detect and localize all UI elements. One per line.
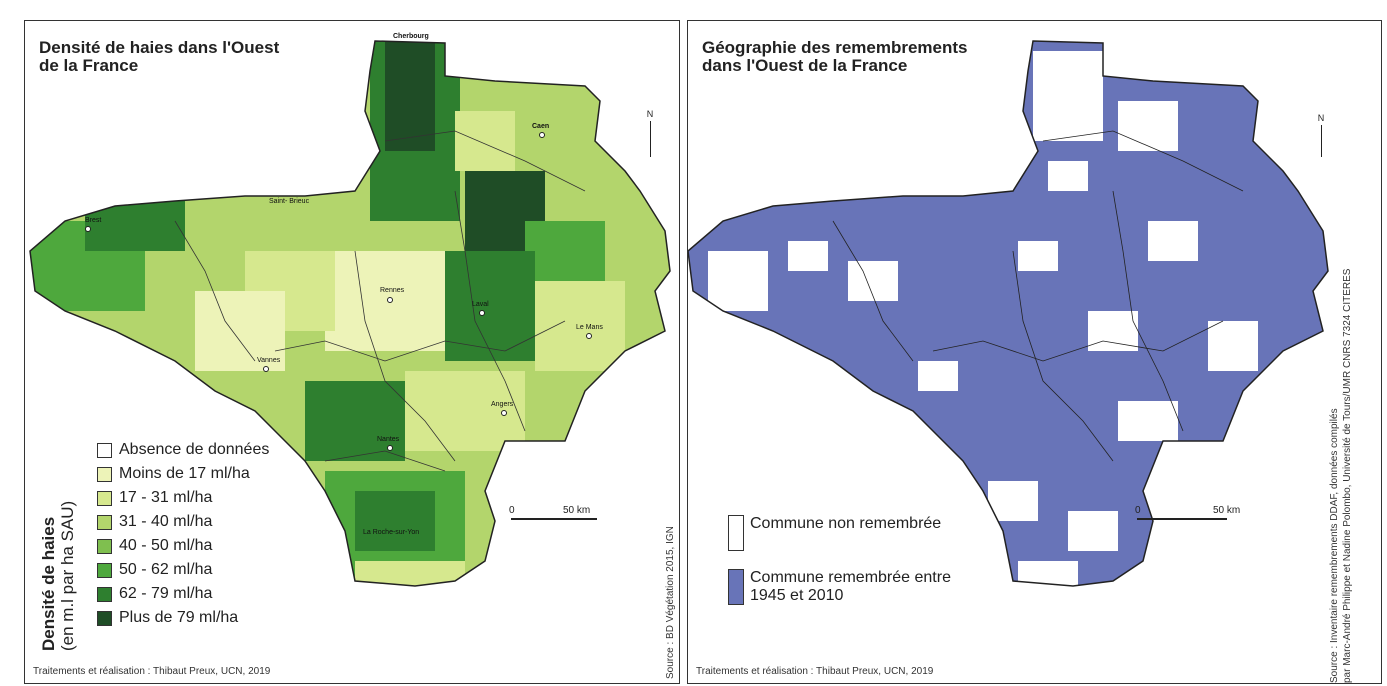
legend-item-50-62: 50 - 62 ml/ha <box>97 560 212 580</box>
source-right-line1: Source : Inventaire remembrements DDAF, … <box>1329 408 1340 683</box>
legend-label: Plus de 79 ml/ha <box>119 609 239 626</box>
legend-item-consolidated: Commune remembrée entre 1945 et 2010 <box>728 569 970 605</box>
legend-item-gt79: Plus de 79 ml/ha <box>97 608 238 628</box>
right-title-line1: Géographie des remembrements <box>702 38 968 57</box>
city-marker-brest <box>85 226 91 232</box>
scale-start-left: 0 <box>509 505 515 516</box>
right-map-title: Géographie des remembrements dans l'Oues… <box>702 39 967 75</box>
legend-label: 17 - 31 ml/ha <box>119 489 213 506</box>
legend-item-no-data: Absence de données <box>97 440 269 460</box>
legend-swatch <box>728 515 744 551</box>
city-label-laval: Laval <box>472 301 489 308</box>
city-label-brest: Brest <box>85 217 102 224</box>
legend-item-62-79: 62 - 79 ml/ha <box>97 584 212 604</box>
right-title-line2: dans l'Ouest de la France <box>702 56 908 75</box>
land-consolidation-map <box>688 40 1329 587</box>
legend-swatch <box>97 562 112 578</box>
city-marker-caen <box>539 132 545 138</box>
city-label-rennes: Rennes <box>380 287 405 294</box>
scale-bar-right <box>1137 518 1227 520</box>
legend-swatch <box>97 442 112 458</box>
legend-item-lt17: Moins de 17 ml/ha <box>97 464 250 484</box>
legend-title: Densité de haies <box>39 516 58 651</box>
city-label-la-roche-sur-yon: La Roche-sur-Yon <box>363 529 420 536</box>
north-arrow-line-left <box>650 121 651 157</box>
hedge-density-map-panel: Densité de haies dans l'Ouest de la Fran… <box>24 20 680 684</box>
legend-item-17-31: 17 - 31 ml/ha <box>97 488 212 508</box>
north-arrow-line-right <box>1321 125 1322 157</box>
legend-label: Commune non remembrée <box>750 515 942 532</box>
legend-swatch <box>97 610 112 626</box>
legend-label: 62 - 79 ml/ha <box>119 585 213 602</box>
credit-right: Traitements et réalisation : Thibaut Pre… <box>696 666 934 677</box>
city-marker-nantes <box>387 445 393 451</box>
city-marker-vannes <box>263 366 269 372</box>
city-label-caen: Caen <box>532 123 550 130</box>
source-right-line2: par Marc-André Philippe et Nadine Polomb… <box>1342 268 1353 683</box>
left-title-line1: Densité de haies dans l'Ouest <box>39 38 280 57</box>
city-label-angers: Angers <box>491 401 514 408</box>
city-marker-angers <box>501 410 507 416</box>
city-label-vannes: Vannes <box>257 357 281 364</box>
legend-label: 40 - 50 ml/ha <box>119 537 213 554</box>
left-title-line2: de la France <box>39 56 139 75</box>
legend-swatch <box>97 490 112 506</box>
legend-label: Absence de données <box>119 441 270 458</box>
legend-label: Moins de 17 ml/ha <box>119 465 250 482</box>
scale-start-right: 0 <box>1135 505 1141 516</box>
scale-end-left: 50 km <box>563 505 591 516</box>
source-left: Source : BD Végétation 2015, IGN <box>665 526 676 679</box>
legend-item-not-consolidated: Commune non remembrée <box>728 515 970 551</box>
scale-end-right: 50 km <box>1213 505 1241 516</box>
city-label-saint-brieuc: Saint- Brieuc <box>269 198 310 205</box>
legend-item-40-50: 40 - 50 ml/ha <box>97 536 212 556</box>
city-label-le-mans: Le Mans <box>576 324 603 331</box>
legend-swatch <box>97 586 112 602</box>
legend-swatch <box>97 514 112 530</box>
scale-bar-left <box>511 518 597 520</box>
land-consolidation-map-panel: Géographie des remembrements dans l'Oues… <box>687 20 1382 684</box>
legend-title-block: Densité de haies (en m.l par ha SAU) <box>39 481 83 651</box>
legend-label: 31 - 40 ml/ha <box>119 513 213 530</box>
legend-label: 50 - 62 ml/ha <box>119 561 213 578</box>
city-marker-laval <box>479 310 485 316</box>
north-arrow-right: N <box>1317 113 1325 123</box>
legend-subtitle: (en m.l par ha SAU) <box>58 500 77 651</box>
city-marker-le-mans <box>586 333 592 339</box>
legend-swatch <box>97 466 112 482</box>
credit-left: Traitements et réalisation : Thibaut Pre… <box>33 666 271 677</box>
left-map-title: Densité de haies dans l'Ouest de la Fran… <box>39 39 279 75</box>
legend-item-31-40: 31 - 40 ml/ha <box>97 512 212 532</box>
legend-swatch <box>97 538 112 554</box>
legend-label: Commune remembrée entre 1945 et 2010 <box>750 569 951 604</box>
city-label-cherbourg: Cherbourg <box>393 33 429 40</box>
city-marker-rennes <box>387 297 393 303</box>
legend-swatch <box>728 569 744 605</box>
city-label-nantes: Nantes <box>377 436 400 443</box>
hedge-density-map <box>29 40 671 587</box>
north-arrow-left: N <box>646 109 654 119</box>
